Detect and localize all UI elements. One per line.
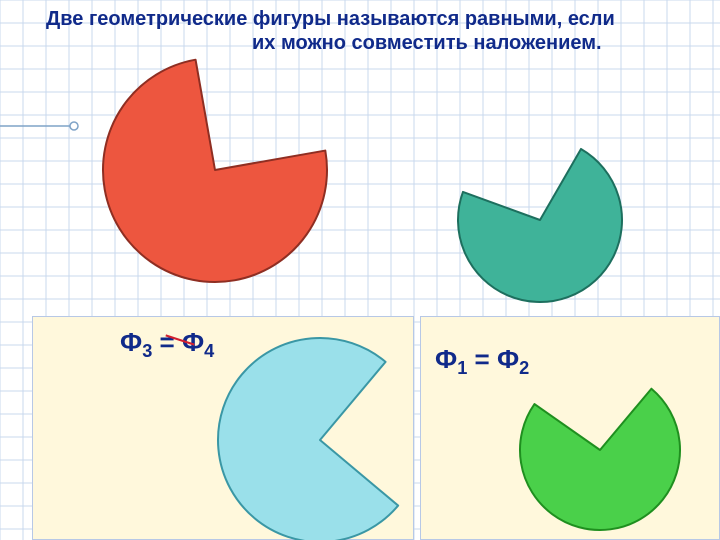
shape-f3: [101, 56, 329, 284]
heading-line-1: Две геометрические фигуры называются рав…: [46, 8, 615, 31]
formula-f1-eq-f2: Ф1 = Ф2: [435, 344, 529, 379]
shape-f2: [518, 368, 682, 532]
shape-f4: [216, 336, 424, 540]
formula-f3-neq-f4: Ф3 = Ф4: [120, 327, 214, 362]
heading-line-2: их можно совместить наложением.: [252, 32, 602, 55]
pointer-arrow: [0, 119, 82, 133]
shape-f1: [456, 136, 624, 304]
